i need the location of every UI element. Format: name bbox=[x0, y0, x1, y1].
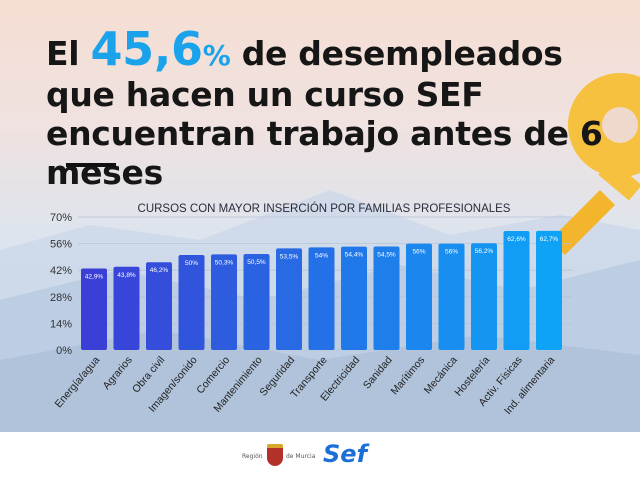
bar bbox=[341, 246, 367, 350]
bar bbox=[243, 254, 270, 350]
y-tick-label: 56% bbox=[50, 239, 72, 251]
bar bbox=[211, 254, 237, 350]
bar-value-label: 62,7% bbox=[540, 236, 559, 243]
bar-chart: CURSOS CON MAYOR INSERCIÓN POR FAMILIAS … bbox=[50, 202, 572, 417]
key-icon bbox=[550, 73, 640, 255]
bar bbox=[146, 262, 172, 350]
x-tick-label: Agrarios bbox=[100, 354, 134, 392]
divider bbox=[66, 163, 116, 167]
bar-value-label: 54,5% bbox=[377, 251, 396, 258]
sef-logo: Sef bbox=[323, 440, 368, 468]
bar bbox=[503, 231, 530, 350]
headline-number: 45,6 bbox=[90, 22, 203, 76]
bar bbox=[536, 230, 562, 350]
bar-value-label: 50,5% bbox=[247, 259, 266, 266]
bar bbox=[471, 243, 497, 350]
bar-value-label: 50,3% bbox=[215, 259, 234, 266]
bar-value-label: 54,4% bbox=[345, 252, 364, 259]
bar bbox=[373, 246, 400, 350]
x-tick-label: Energía/agua bbox=[53, 354, 103, 410]
bar-value-label: 46,2% bbox=[150, 267, 169, 274]
bar-value-label: 50% bbox=[185, 260, 198, 267]
bar-value-label: 54% bbox=[315, 252, 328, 259]
bar bbox=[308, 247, 335, 350]
region-coat-of-arms-logo bbox=[267, 444, 283, 466]
y-tick-label: 0% bbox=[56, 345, 72, 357]
bar-value-label: 56% bbox=[445, 249, 458, 256]
y-tick-label: 14% bbox=[50, 318, 72, 330]
bar bbox=[178, 255, 205, 350]
x-tick-label: Marítimos bbox=[388, 354, 427, 397]
bar-value-label: 56% bbox=[412, 249, 425, 256]
bar-value-label: 53,5% bbox=[280, 253, 299, 260]
murcia-label: de Murcia bbox=[286, 453, 316, 460]
headline: El 45,6% de desempleados que hacen un cu… bbox=[46, 22, 603, 192]
bar bbox=[276, 248, 302, 350]
y-tick-label: 42% bbox=[50, 265, 72, 277]
bar-value-label: 56,2% bbox=[475, 248, 494, 255]
bar bbox=[438, 243, 465, 350]
bar-value-label: 43,8% bbox=[117, 272, 136, 279]
y-tick-label: 70% bbox=[50, 212, 72, 224]
chart-title: CURSOS CON MAYOR INSERCIÓN POR FAMILIAS … bbox=[138, 202, 511, 215]
bar bbox=[406, 243, 432, 350]
footer bbox=[0, 432, 640, 480]
bar-value-label: 42,9% bbox=[85, 273, 104, 280]
bar-value-label: 62,6% bbox=[507, 236, 526, 243]
bar bbox=[81, 268, 107, 350]
region-label: Región bbox=[242, 453, 263, 460]
x-tick-label: Sanidad bbox=[361, 354, 395, 391]
y-tick-label: 28% bbox=[50, 292, 72, 304]
bar bbox=[113, 266, 140, 350]
